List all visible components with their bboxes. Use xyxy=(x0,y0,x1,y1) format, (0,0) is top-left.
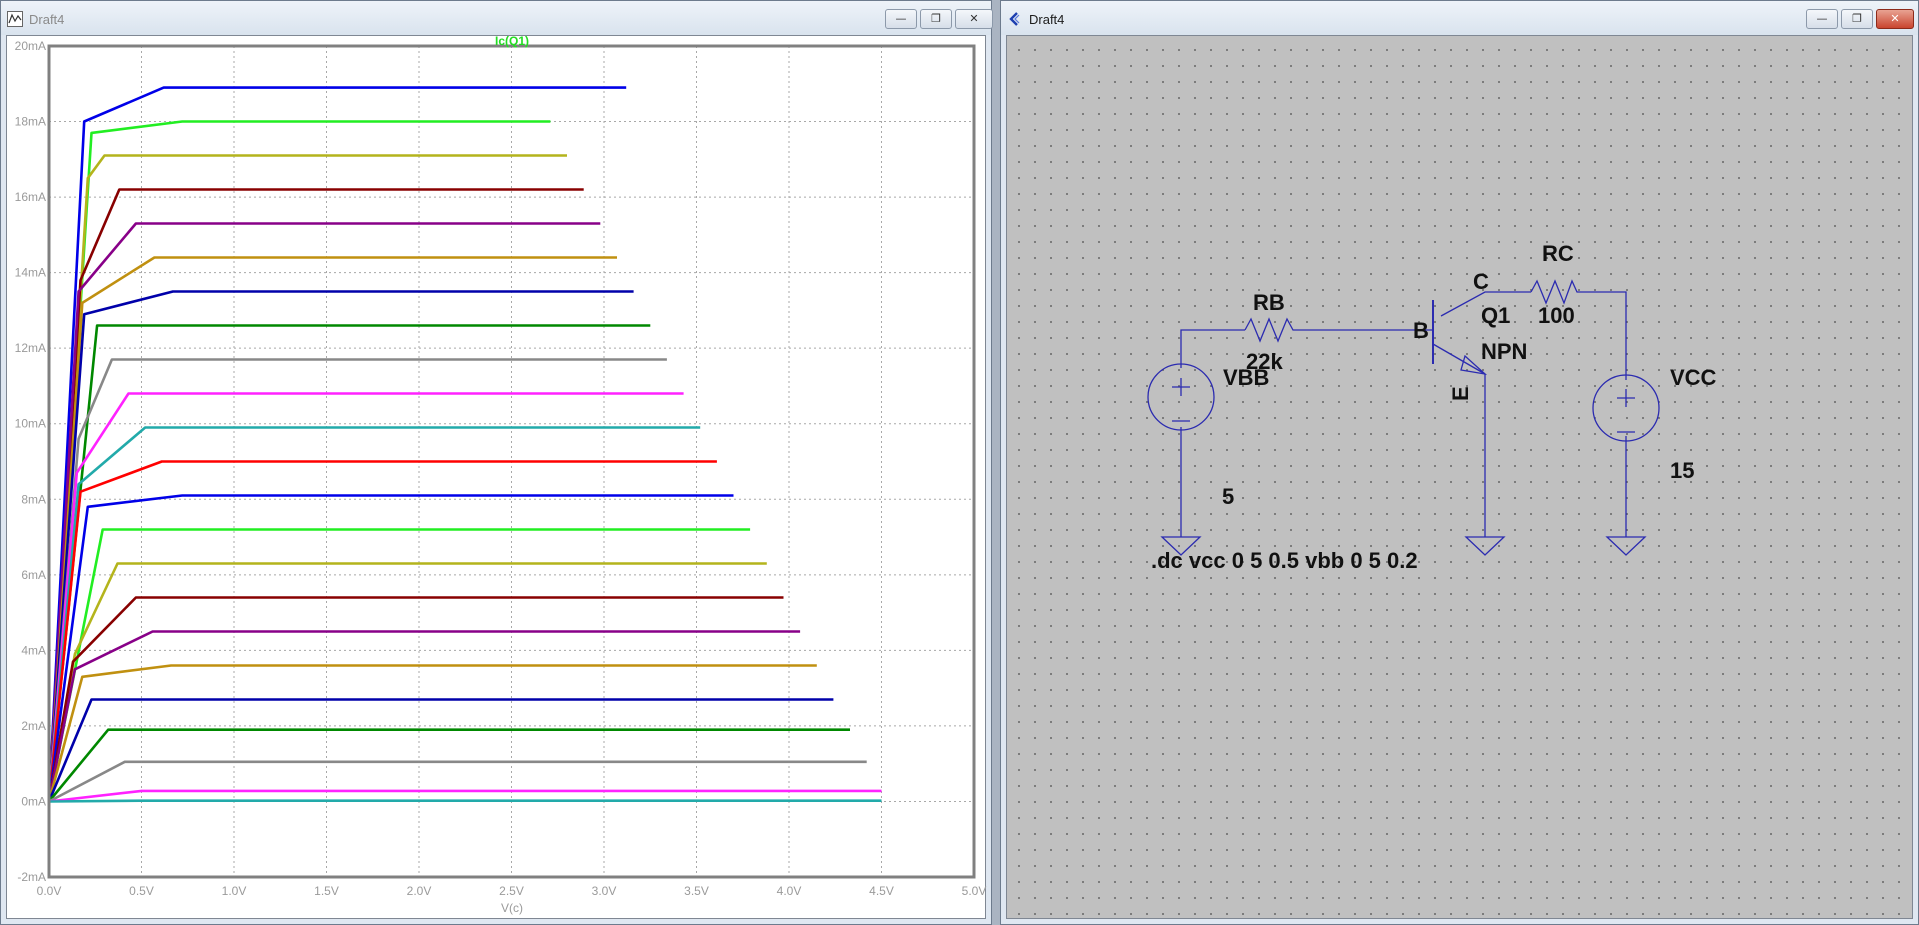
y-tick-label: 0mA xyxy=(21,794,46,808)
y-tick-label: 14mA xyxy=(15,266,46,280)
plot-titlebar[interactable]: Draft4 — ❐ ✕ xyxy=(1,1,993,35)
ic-trace-1[interactable] xyxy=(47,86,627,802)
schematic-minimize-button[interactable]: — xyxy=(1806,9,1838,29)
schematic-canvas[interactable]: RB 22k RC 100 B C E Q1 NPN VBB 5 VCC 15 … xyxy=(1006,35,1913,919)
vbb-value-label[interactable]: 5 xyxy=(1222,484,1234,509)
chart-ticks: 0.0V 0.5V 1.0V 1.5V 2.0V 2.5V 3.0V 3.5V 4.0V 4.5V… xyxy=(15,39,987,898)
y-tick-label: 20mA xyxy=(15,39,46,53)
vcc-label[interactable]: VCC xyxy=(1670,365,1717,390)
x-axis-label: V(c) xyxy=(501,901,523,915)
q1-label[interactable]: Q1 xyxy=(1481,303,1510,328)
voltage-source-vbb[interactable] xyxy=(1147,363,1215,431)
x-tick-label: 1.5V xyxy=(314,884,339,898)
plot-window[interactable]: Draft4 — ❐ ✕ 0.0V 0.5V 1.0V 1.5V 2.0V 2.5V 3.0… xyxy=(0,0,993,925)
wire-rc-vcc[interactable] xyxy=(1579,291,1627,380)
voltage-source-vcc[interactable] xyxy=(1592,374,1660,442)
x-tick-label: 3.0V xyxy=(592,884,617,898)
waveform-window-icon xyxy=(7,11,23,27)
ic-trace-6[interactable] xyxy=(47,256,617,802)
ic-trace-9[interactable] xyxy=(47,358,667,802)
chart-series xyxy=(47,86,882,803)
plot-frame xyxy=(47,44,976,879)
x-tick-label: 4.5V xyxy=(869,884,894,898)
ic-trace-14[interactable] xyxy=(47,528,751,802)
ic-trace-17[interactable] xyxy=(47,630,801,802)
x-tick-label: 2.5V xyxy=(499,884,524,898)
x-tick-label: 4.0V xyxy=(777,884,802,898)
ltspice-logo-icon xyxy=(1009,12,1020,26)
y-tick-label: 6mA xyxy=(21,568,46,582)
y-tick-label: 8mA xyxy=(21,492,46,506)
rb-label[interactable]: RB xyxy=(1253,290,1285,315)
ic-q1-chart: 0.0V 0.5V 1.0V 1.5V 2.0V 2.5V 3.0V 3.5V 4.0V 4.5V… xyxy=(15,36,987,915)
resistor-rc[interactable] xyxy=(1530,279,1579,305)
ic-trace-13[interactable] xyxy=(47,494,734,802)
y-tick-label: 2mA xyxy=(21,719,46,733)
rb-value-label[interactable]: 22k xyxy=(1246,349,1283,374)
rc-value-label[interactable]: 100 xyxy=(1538,303,1575,328)
transistor-q1[interactable] xyxy=(1432,300,1488,414)
ground-emitter[interactable] xyxy=(1464,536,1506,556)
ic-trace-18[interactable] xyxy=(47,664,817,802)
plot-window-title: Draft4 xyxy=(29,12,65,27)
schematic-titlebar[interactable]: Draft4 — ❐ ✕ xyxy=(1001,1,1918,35)
x-tick-label: 5.0V xyxy=(962,884,987,898)
y-tick-label: -2mA xyxy=(17,870,46,884)
x-tick-label: 1.0V xyxy=(222,884,247,898)
y-tick-label: 18mA xyxy=(15,115,46,129)
ic-trace-23[interactable] xyxy=(48,799,882,803)
ic-trace-22[interactable] xyxy=(48,789,882,803)
resistor-rb[interactable] xyxy=(1244,317,1297,343)
ic-trace-16[interactable] xyxy=(47,596,784,802)
ic-trace-11[interactable] xyxy=(47,426,701,802)
x-tick-label: 0.0V xyxy=(37,884,62,898)
vcc-value-label[interactable]: 15 xyxy=(1670,458,1694,483)
wire-collector-rc[interactable] xyxy=(1440,291,1531,317)
ic-trace-12[interactable] xyxy=(47,460,717,802)
ic-trace-21[interactable] xyxy=(48,760,867,803)
emitter-pin-label: E xyxy=(1448,386,1473,401)
q1-model-label[interactable]: NPN xyxy=(1481,339,1527,364)
y-tick-label: 4mA xyxy=(21,643,46,657)
schematic-close-button[interactable]: ✕ xyxy=(1876,9,1914,29)
schematic-window-title: Draft4 xyxy=(1029,12,1065,27)
plot-minimize-button[interactable]: — xyxy=(885,9,917,29)
ic-trace-3[interactable] xyxy=(47,154,567,802)
x-tick-label: 2.0V xyxy=(407,884,432,898)
plot-restore-button[interactable]: ❐ xyxy=(920,9,952,29)
ic-trace-5[interactable] xyxy=(47,222,601,802)
schematic-restore-button[interactable]: ❐ xyxy=(1841,9,1873,29)
ground-vbb[interactable] xyxy=(1160,536,1202,556)
ic-trace-20[interactable] xyxy=(47,728,850,803)
ground-vcc[interactable] xyxy=(1605,536,1647,556)
y-tick-label: 10mA xyxy=(15,417,46,431)
schematic-window[interactable]: Draft4 — ❐ ✕ xyxy=(1000,0,1919,925)
schematic-drawing: RB 22k RC 100 B C E Q1 NPN VBB 5 VCC 15 … xyxy=(1147,241,1717,573)
ic-trace-10[interactable] xyxy=(47,392,684,802)
ic-trace-7[interactable] xyxy=(47,290,634,802)
plot-area[interactable]: 0.0V 0.5V 1.0V 1.5V 2.0V 2.5V 3.0V 3.5V 4.0V 4.5V… xyxy=(6,35,986,919)
trace-title[interactable]: Ic(Q1) xyxy=(495,36,529,48)
vbb-label[interactable]: VBB xyxy=(1223,365,1269,390)
ic-trace-19[interactable] xyxy=(47,698,834,802)
rc-label[interactable]: RC xyxy=(1542,241,1574,266)
y-tick-label: 12mA xyxy=(15,341,46,355)
base-pin-label: B xyxy=(1413,318,1429,343)
plot-close-button[interactable]: ✕ xyxy=(955,9,993,29)
x-tick-label: 3.5V xyxy=(684,884,709,898)
x-tick-label: 0.5V xyxy=(129,884,154,898)
wire-vbb-rb[interactable] xyxy=(1180,329,1245,368)
y-tick-label: 16mA xyxy=(15,190,46,204)
collector-pin-label: C xyxy=(1473,269,1489,294)
dc-sweep-directive[interactable]: .dc vcc 0 5 0.5 vbb 0 5 0.2 xyxy=(1151,548,1418,573)
ic-trace-15[interactable] xyxy=(47,562,767,802)
